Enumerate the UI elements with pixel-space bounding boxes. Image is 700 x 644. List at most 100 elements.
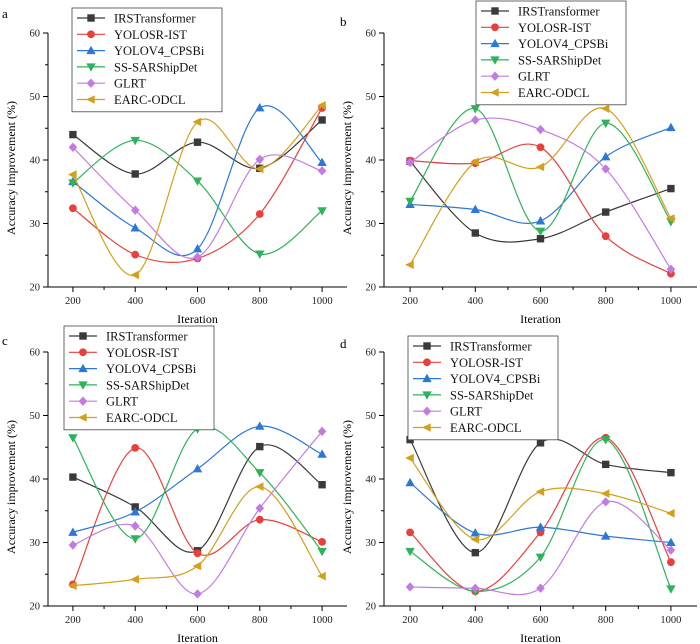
legend-marker xyxy=(86,95,95,104)
series-irstransformer xyxy=(69,116,326,178)
data-point xyxy=(68,527,78,536)
panel-label: b xyxy=(340,14,347,29)
data-point xyxy=(69,204,77,213)
series-line xyxy=(72,425,323,533)
data-point xyxy=(667,468,675,477)
legend-marker xyxy=(86,45,96,55)
legend-frame xyxy=(63,325,215,431)
legend-label: GLRT xyxy=(450,405,482,419)
data-point xyxy=(192,463,203,473)
y-tick-label: 40 xyxy=(366,156,377,167)
data-point xyxy=(405,453,414,463)
data-point xyxy=(536,124,545,135)
data-point xyxy=(405,157,415,168)
data-point xyxy=(667,558,675,567)
series-line xyxy=(409,439,672,592)
legend-label: SS-SARShipDet xyxy=(518,53,602,67)
data-point xyxy=(405,547,415,557)
data-point xyxy=(130,223,140,232)
legend-label: YOLOV4_CPSBi xyxy=(450,372,541,386)
data-point xyxy=(317,547,327,557)
y-tick-label: 60 xyxy=(366,348,377,359)
data-point xyxy=(131,443,140,452)
series-yolov4-cpsbi xyxy=(68,103,327,257)
y-tick-label: 20 xyxy=(366,602,377,613)
series-line xyxy=(409,437,672,592)
chart-panel-b: 20 30 40 50 60 200 400 600 800 1000 Iteration Accur… xyxy=(340,0,697,326)
data-point xyxy=(470,583,480,593)
series-earc-odcl xyxy=(405,104,675,270)
legend-label: EARC-ODCL xyxy=(518,86,590,100)
data-point xyxy=(193,549,202,558)
data-point xyxy=(601,436,611,445)
data-point xyxy=(405,260,414,270)
y-tick-label: 40 xyxy=(30,475,41,486)
legend-frame xyxy=(407,335,559,441)
series-glrt xyxy=(68,426,327,599)
data-point xyxy=(130,575,139,584)
data-point xyxy=(601,497,611,507)
data-point xyxy=(601,232,610,241)
legend-marker xyxy=(78,381,88,390)
data-point xyxy=(255,103,265,112)
data-point xyxy=(666,585,676,594)
legend-label: EARC-ODCL xyxy=(106,411,178,425)
x-tick-label: 600 xyxy=(533,615,549,626)
x-tick-label: 200 xyxy=(402,615,418,626)
x-tick-label: 200 xyxy=(402,296,418,307)
y-tick-label: 40 xyxy=(366,475,377,486)
data-point xyxy=(405,477,415,487)
y-tick-label: 60 xyxy=(30,348,41,359)
series-earc-odcl xyxy=(68,482,326,590)
legend-marker xyxy=(423,358,431,367)
data-point xyxy=(470,115,480,125)
data-point xyxy=(130,136,140,146)
data-point xyxy=(602,208,610,216)
x-tick-label: 600 xyxy=(533,296,549,307)
legend-marker xyxy=(491,23,499,32)
data-point xyxy=(68,581,77,590)
data-point xyxy=(255,503,265,513)
data-point xyxy=(405,197,415,207)
legend-label: IRSTransformer xyxy=(106,330,188,344)
data-point xyxy=(68,142,78,152)
legend-marker xyxy=(422,391,432,400)
legend-marker xyxy=(491,7,499,15)
data-point xyxy=(131,170,139,178)
data-point xyxy=(535,487,545,496)
panel-label: c xyxy=(2,333,8,348)
data-point xyxy=(193,138,202,146)
legend-marker xyxy=(86,63,96,72)
data-point xyxy=(471,229,479,237)
x-tick-label: 600 xyxy=(190,296,206,307)
data-point xyxy=(255,469,265,478)
data-point xyxy=(601,151,611,161)
series-line xyxy=(72,426,323,552)
data-point xyxy=(600,104,610,113)
series-irstransformer xyxy=(69,442,326,555)
data-point xyxy=(470,528,480,537)
data-point xyxy=(68,434,78,443)
legend-marker xyxy=(78,363,88,373)
series-ss-sarshipdet xyxy=(68,136,327,259)
y-tick-label: 60 xyxy=(366,29,377,40)
data-point xyxy=(406,528,414,537)
y-tick-label: 50 xyxy=(366,411,377,422)
legend-label: IRSTransformer xyxy=(114,12,196,26)
y-tick-label: 50 xyxy=(366,92,377,103)
legend-marker xyxy=(423,342,431,350)
data-point xyxy=(255,421,265,430)
y-tick-label: 30 xyxy=(366,219,377,230)
x-tick-label: 800 xyxy=(598,615,614,626)
y-tick-label: 30 xyxy=(30,219,41,230)
series-line xyxy=(72,139,323,255)
legend-marker xyxy=(422,373,432,383)
data-point xyxy=(69,130,77,139)
legend-label: YOLOV4_CPSBi xyxy=(114,44,205,58)
series-line xyxy=(410,500,672,596)
series-yolov4-cpsbi xyxy=(68,421,327,536)
legend: IRSTransformer YOLOSR-IST YOLOV4_CPSBi SS-S… xyxy=(475,0,627,106)
data-point xyxy=(255,210,264,218)
series-line xyxy=(72,104,323,276)
data-point xyxy=(536,143,545,152)
